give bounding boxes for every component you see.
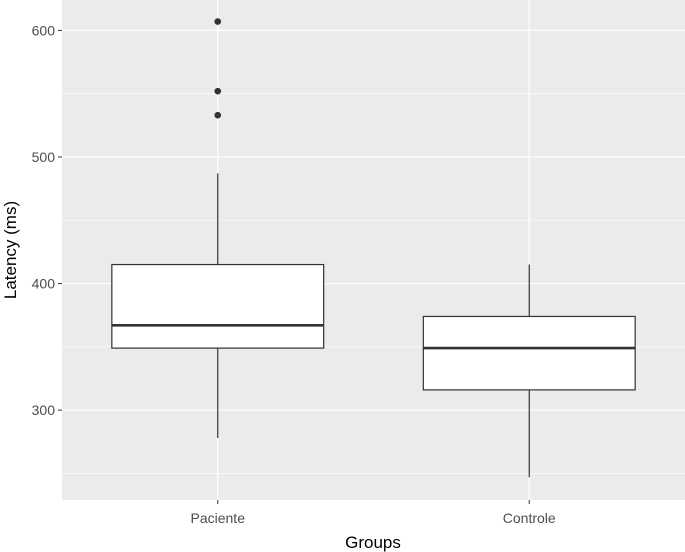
x-axis-title: Groups <box>345 533 401 552</box>
y-tick-label: 400 <box>32 276 56 292</box>
iqr-box <box>111 263 325 349</box>
x-tick-label: Controle <box>503 510 556 526</box>
iqr-box <box>422 315 636 391</box>
plot-panel <box>62 0 685 500</box>
outlier-point <box>214 111 222 119</box>
y-tick-label: 300 <box>32 402 56 418</box>
axes: 300 400 500 600 Paciente Controle <box>32 22 556 526</box>
box-controle <box>422 264 636 478</box>
y-tick-label: 500 <box>32 149 56 165</box>
outlier-point <box>214 18 222 25</box>
box-marks <box>111 18 636 478</box>
outlier-point <box>214 87 222 95</box>
x-tick-label: Paciente <box>191 510 246 526</box>
y-tick-label: 600 <box>32 22 56 38</box>
box-paciente <box>111 18 325 438</box>
y-axis-title: Latency (ms) <box>1 201 20 299</box>
